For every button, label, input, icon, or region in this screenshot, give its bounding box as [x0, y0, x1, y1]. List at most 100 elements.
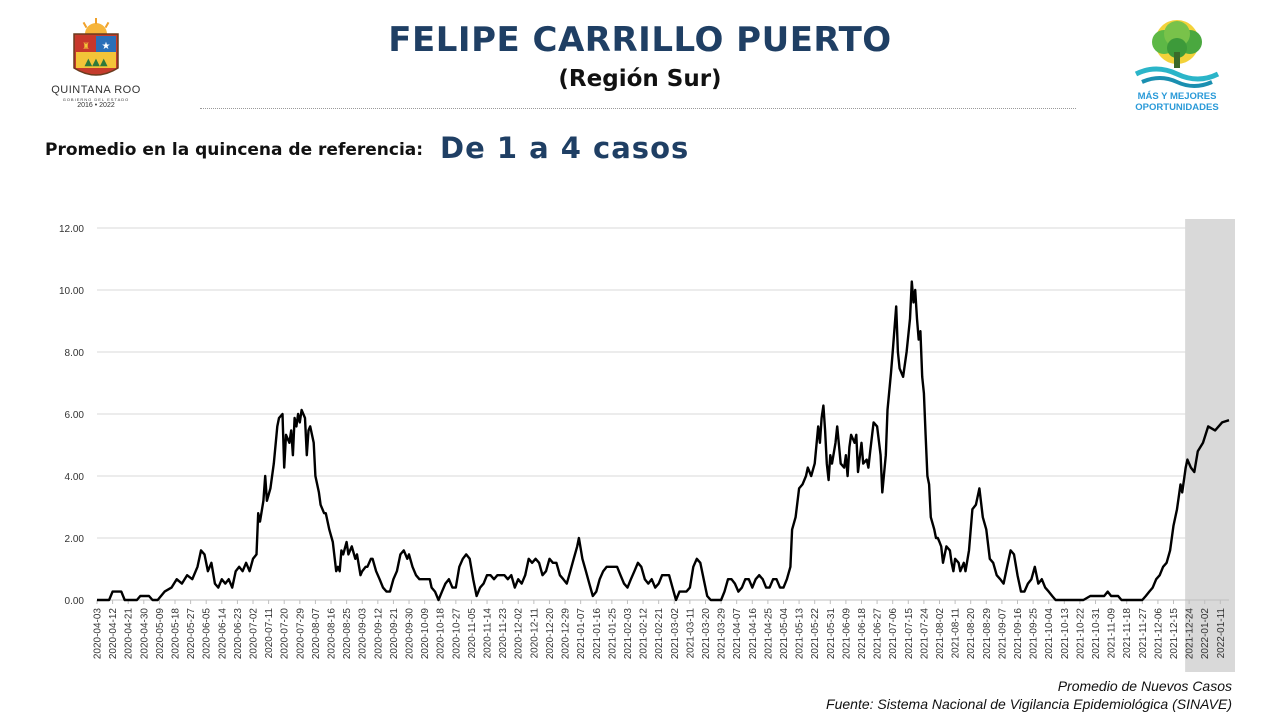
x-tick-label: 2021-05-31: [826, 608, 837, 660]
page-title: FELIPE CARRILLO PUERTO: [388, 20, 892, 60]
x-tick-label: 2021-12-15: [1169, 608, 1180, 660]
svg-text:★: ★: [102, 41, 111, 52]
x-tick-label: 2020-04-21: [124, 608, 135, 660]
y-tick-label: 6.00: [65, 410, 85, 421]
x-tick-label: 2021-10-13: [1060, 608, 1071, 660]
x-tick-label: 2021-03-11: [685, 608, 696, 659]
x-tick-label: 2020-08-16: [327, 608, 338, 660]
x-tick-label: 2020-07-11: [264, 608, 275, 659]
x-tick-label: 2020-11-23: [498, 608, 509, 659]
x-tick-label: 2021-05-22: [810, 608, 821, 660]
x-tick-label: 2021-11-09: [1107, 608, 1118, 659]
x-tick-label: 2020-10-27: [451, 608, 462, 660]
x-tick-label: 2021-12-24: [1185, 608, 1196, 660]
x-tick-label: 2020-07-02: [249, 608, 260, 660]
x-tick-label: 2020-06-23: [233, 608, 244, 660]
logo-right-line1: MÁS Y MEJORES: [1137, 91, 1217, 102]
quintana-roo-logo: ♜ ★ ▲▲▲ QUINTANA ROO GOBIERNO DEL ESTADO…: [40, 18, 152, 113]
x-tick-label: 2021-10-22: [1075, 608, 1086, 660]
logo-left-line1: QUINTANA ROO: [51, 84, 141, 96]
highlight-band: [1185, 219, 1235, 672]
x-tick-label: 2020-12-29: [561, 608, 572, 660]
x-tick-label: 2020-04-12: [108, 608, 119, 660]
x-tick-label: 2021-09-25: [1029, 608, 1040, 660]
y-tick-label: 10.00: [59, 286, 84, 297]
x-tick-label: 2021-07-06: [888, 608, 899, 660]
average-label: Promedio en la quincena de referencia:: [45, 140, 424, 160]
x-tick-label: 2021-10-04: [1044, 608, 1055, 660]
x-tick-label: 2020-09-03: [358, 608, 369, 660]
svg-text:▲▲▲: ▲▲▲: [84, 57, 107, 68]
x-tick-label: 2020-12-20: [545, 608, 556, 660]
x-tick-label: 2020-09-30: [405, 608, 416, 660]
x-tick-label: 2021-08-20: [966, 608, 977, 660]
header-divider: [200, 108, 1076, 109]
logo-left-line2: GOBIERNO DEL ESTADO: [62, 97, 130, 102]
y-tick-label: 8.00: [65, 348, 85, 359]
x-tick-label: 2021-09-07: [997, 608, 1008, 660]
series-line: [97, 280, 1230, 602]
x-tick-label: 2020-12-11: [529, 608, 540, 659]
page-subtitle: (Región Sur): [558, 66, 722, 92]
x-tick-label: 2020-06-05: [202, 608, 213, 660]
x-tick-label: 2022-01-11: [1216, 608, 1227, 659]
x-tick-label: 2022-01-02: [1200, 608, 1211, 660]
x-tick-label: 2020-04-30: [139, 608, 150, 660]
x-tick-label: 2020-11-14: [483, 608, 494, 659]
x-tick-label: 2021-02-21: [654, 608, 665, 660]
x-tick-label: 2020-07-20: [280, 608, 291, 660]
cases-chart: 0.00 2.00 4.00 6.00 8.00 10.00 12.00 2020-04-0…: [59, 219, 1235, 672]
series-caption: Promedio de Nuevos Casos: [1057, 678, 1232, 694]
average-value: De 1 a 4 casos: [440, 131, 690, 165]
x-tick-label: 2020-08-07: [311, 608, 322, 660]
x-tick-label: 2021-09-16: [1013, 608, 1024, 660]
x-tick-label: 2021-06-09: [841, 608, 852, 660]
x-tick-label: 2021-07-15: [904, 608, 915, 660]
x-tick-label: 2020-05-27: [186, 608, 197, 660]
x-tick-label: 2021-01-25: [607, 608, 618, 660]
y-tick-label: 2.00: [65, 534, 85, 545]
x-tick-label: 2021-02-12: [639, 608, 650, 660]
x-tick-label: 2020-11-05: [467, 608, 478, 659]
x-tick-label: 2021-05-13: [795, 608, 806, 660]
logo-left-line3: 2016 • 2022: [77, 102, 115, 109]
x-tick-label: 2021-11-18: [1122, 608, 1133, 659]
x-tick-label: 2020-10-09: [420, 608, 431, 660]
x-tick-label: 2021-08-11: [951, 608, 962, 659]
x-tick-label: 2021-02-03: [623, 608, 634, 660]
x-tick-label: 2020-10-18: [436, 608, 447, 660]
x-tick-label: 2021-05-04: [779, 608, 790, 660]
x-tick-label: 2021-11-27: [1138, 608, 1149, 659]
logo-right-line2: OPORTUNIDADES: [1135, 102, 1219, 113]
x-tick-label: 2021-07-24: [919, 608, 930, 660]
x-tick-label: 2021-04-16: [748, 608, 759, 660]
x-tick-label: 2021-12-06: [1153, 608, 1164, 660]
x-tick-label: 2020-08-25: [342, 608, 353, 660]
x-tick-label: 2021-04-25: [763, 608, 774, 660]
x-tick-label: 2021-03-29: [717, 608, 728, 660]
x-tick-label: 2020-09-21: [389, 608, 400, 660]
y-tick-label: 0.00: [65, 596, 85, 607]
source-caption: Fuente: Sistema Nacional de Vigilancia E…: [826, 696, 1232, 712]
x-tick-label: 2021-01-16: [592, 608, 603, 660]
x-tick-label: 2020-12-02: [514, 608, 525, 660]
x-tick-label: 2021-06-27: [873, 608, 884, 660]
x-tick-label: 2021-04-07: [732, 608, 743, 660]
coat-of-arms-icon: ♜ ★ ▲▲▲: [73, 18, 119, 76]
svg-text:♜: ♜: [82, 42, 90, 52]
x-tick-label: 2020-05-18: [171, 608, 182, 660]
x-tick-label: 2020-09-12: [373, 608, 384, 660]
tree-icon: [1134, 20, 1220, 88]
x-tick-label: 2021-06-18: [857, 608, 868, 660]
y-tick-label: 12.00: [59, 224, 84, 235]
x-tick-label: 2021-01-07: [576, 608, 587, 660]
x-tick-label: 2021-03-02: [670, 608, 681, 660]
oportunidades-logo: MÁS Y MEJORES OPORTUNIDADES: [1118, 18, 1236, 113]
x-tick-label: 2020-04-03: [93, 608, 104, 660]
x-tick-label: 2021-03-20: [701, 608, 712, 660]
x-tick-label: 2020-06-14: [217, 608, 228, 660]
x-tick-label: 2020-05-09: [155, 608, 166, 660]
x-tick-label: 2020-07-29: [295, 608, 306, 660]
x-tick-label: 2021-08-29: [982, 608, 993, 660]
x-tick-label: 2021-08-02: [935, 608, 946, 660]
